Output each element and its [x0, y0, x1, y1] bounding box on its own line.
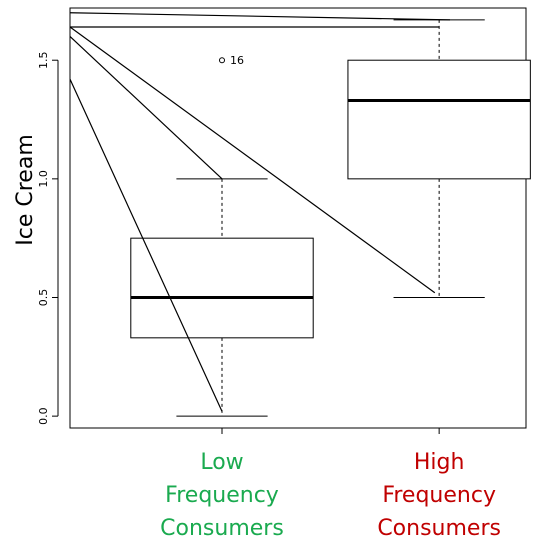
box-iqr [130, 237, 314, 339]
overlay-line [69, 12, 451, 21]
overlay-line [69, 36, 223, 180]
category-label: Low Frequency Consumers [160, 450, 284, 541]
y-tick-label: 0.0 [37, 407, 50, 425]
overlay-line [69, 26, 436, 294]
y-axis: 0.0 0.5 1.0 1.5 [37, 51, 59, 425]
category-label: High Frequency Consumers [377, 450, 501, 541]
outlier-label: 16 [230, 54, 244, 67]
y-tick-label: 0.5 [37, 289, 50, 307]
x-axis-ticks [221, 428, 440, 434]
box-2 [347, 19, 531, 298]
y-tick-label: 1.0 [37, 170, 50, 188]
outlier-group: 16 [219, 54, 244, 67]
box-group [130, 19, 531, 417]
y-axis-label: Ice Cream [13, 134, 38, 245]
overlay-line [69, 78, 223, 412]
y-tick-label: 1.5 [37, 51, 50, 68]
overlay-lines [69, 12, 451, 412]
outlier-point [219, 57, 225, 64]
box-iqr [347, 59, 531, 180]
box-1 [130, 178, 314, 417]
plot-frame [69, 7, 527, 429]
